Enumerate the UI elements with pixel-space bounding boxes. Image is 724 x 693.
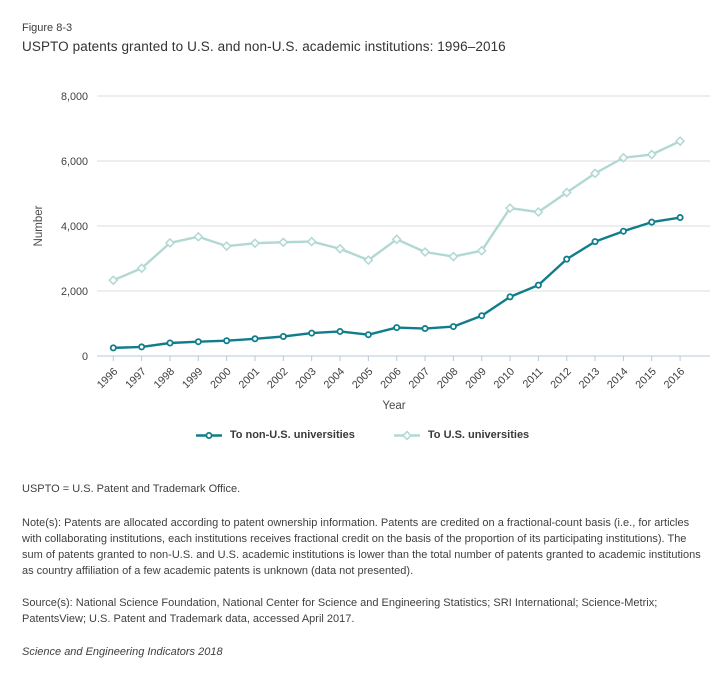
- figure-number: Figure 8-3: [22, 22, 73, 34]
- svg-text:1996: 1996: [95, 366, 120, 391]
- legend-item-us: To U.S. universities: [393, 429, 529, 441]
- svg-text:0: 0: [82, 351, 88, 363]
- svg-text:2001: 2001: [237, 366, 262, 391]
- svg-text:2002: 2002: [265, 366, 290, 391]
- svg-text:1997: 1997: [123, 366, 148, 391]
- svg-text:2003: 2003: [293, 366, 318, 391]
- svg-text:2011: 2011: [521, 366, 546, 391]
- abbreviation-note: USPTO = U.S. Patent and Trademark Office…: [22, 483, 241, 495]
- svg-text:2014: 2014: [605, 366, 630, 391]
- svg-text:Number: Number: [33, 205, 45, 246]
- svg-text:2,000: 2,000: [61, 286, 88, 298]
- sources-text: Source(s): National Science Foundation, …: [22, 597, 658, 625]
- svg-text:4,000: 4,000: [61, 221, 88, 233]
- figure-footer: USPTO = U.S. Patent and Trademark Office…: [22, 481, 706, 660]
- svg-text:8,000: 8,000: [61, 91, 88, 103]
- svg-text:2004: 2004: [322, 366, 347, 391]
- legend-label-non-us: To non-U.S. universities: [229, 429, 355, 441]
- chart-legend: To non-U.S. universities To U.S. univers…: [0, 429, 724, 441]
- chart-title: USPTO patents granted to U.S. and non-U.…: [22, 39, 506, 54]
- svg-text:2013: 2013: [577, 366, 602, 391]
- svg-text:2015: 2015: [633, 366, 658, 391]
- svg-text:2016: 2016: [662, 366, 687, 391]
- svg-text:1998: 1998: [152, 366, 177, 391]
- svg-text:2012: 2012: [548, 366, 573, 391]
- notes-text: Note(s): Patents are allocated according…: [22, 517, 701, 577]
- svg-text:2005: 2005: [350, 366, 375, 391]
- svg-text:2009: 2009: [463, 366, 488, 391]
- svg-text:2006: 2006: [378, 366, 403, 391]
- legend-line-circle-icon: [195, 431, 222, 439]
- svg-text:2010: 2010: [492, 366, 517, 391]
- report-credit: Science and Engineering Indicators 2018: [22, 646, 223, 658]
- svg-text:2007: 2007: [407, 366, 432, 391]
- svg-text:2008: 2008: [435, 366, 460, 391]
- svg-text:1999: 1999: [180, 366, 205, 391]
- legend-line-diamond-icon: [393, 429, 420, 441]
- svg-text:Year: Year: [382, 400, 405, 412]
- svg-text:2000: 2000: [208, 366, 233, 391]
- legend-label-us: To U.S. universities: [427, 429, 530, 441]
- legend-item-non-us: To non-U.S. universities: [195, 429, 355, 441]
- svg-text:6,000: 6,000: [61, 156, 88, 168]
